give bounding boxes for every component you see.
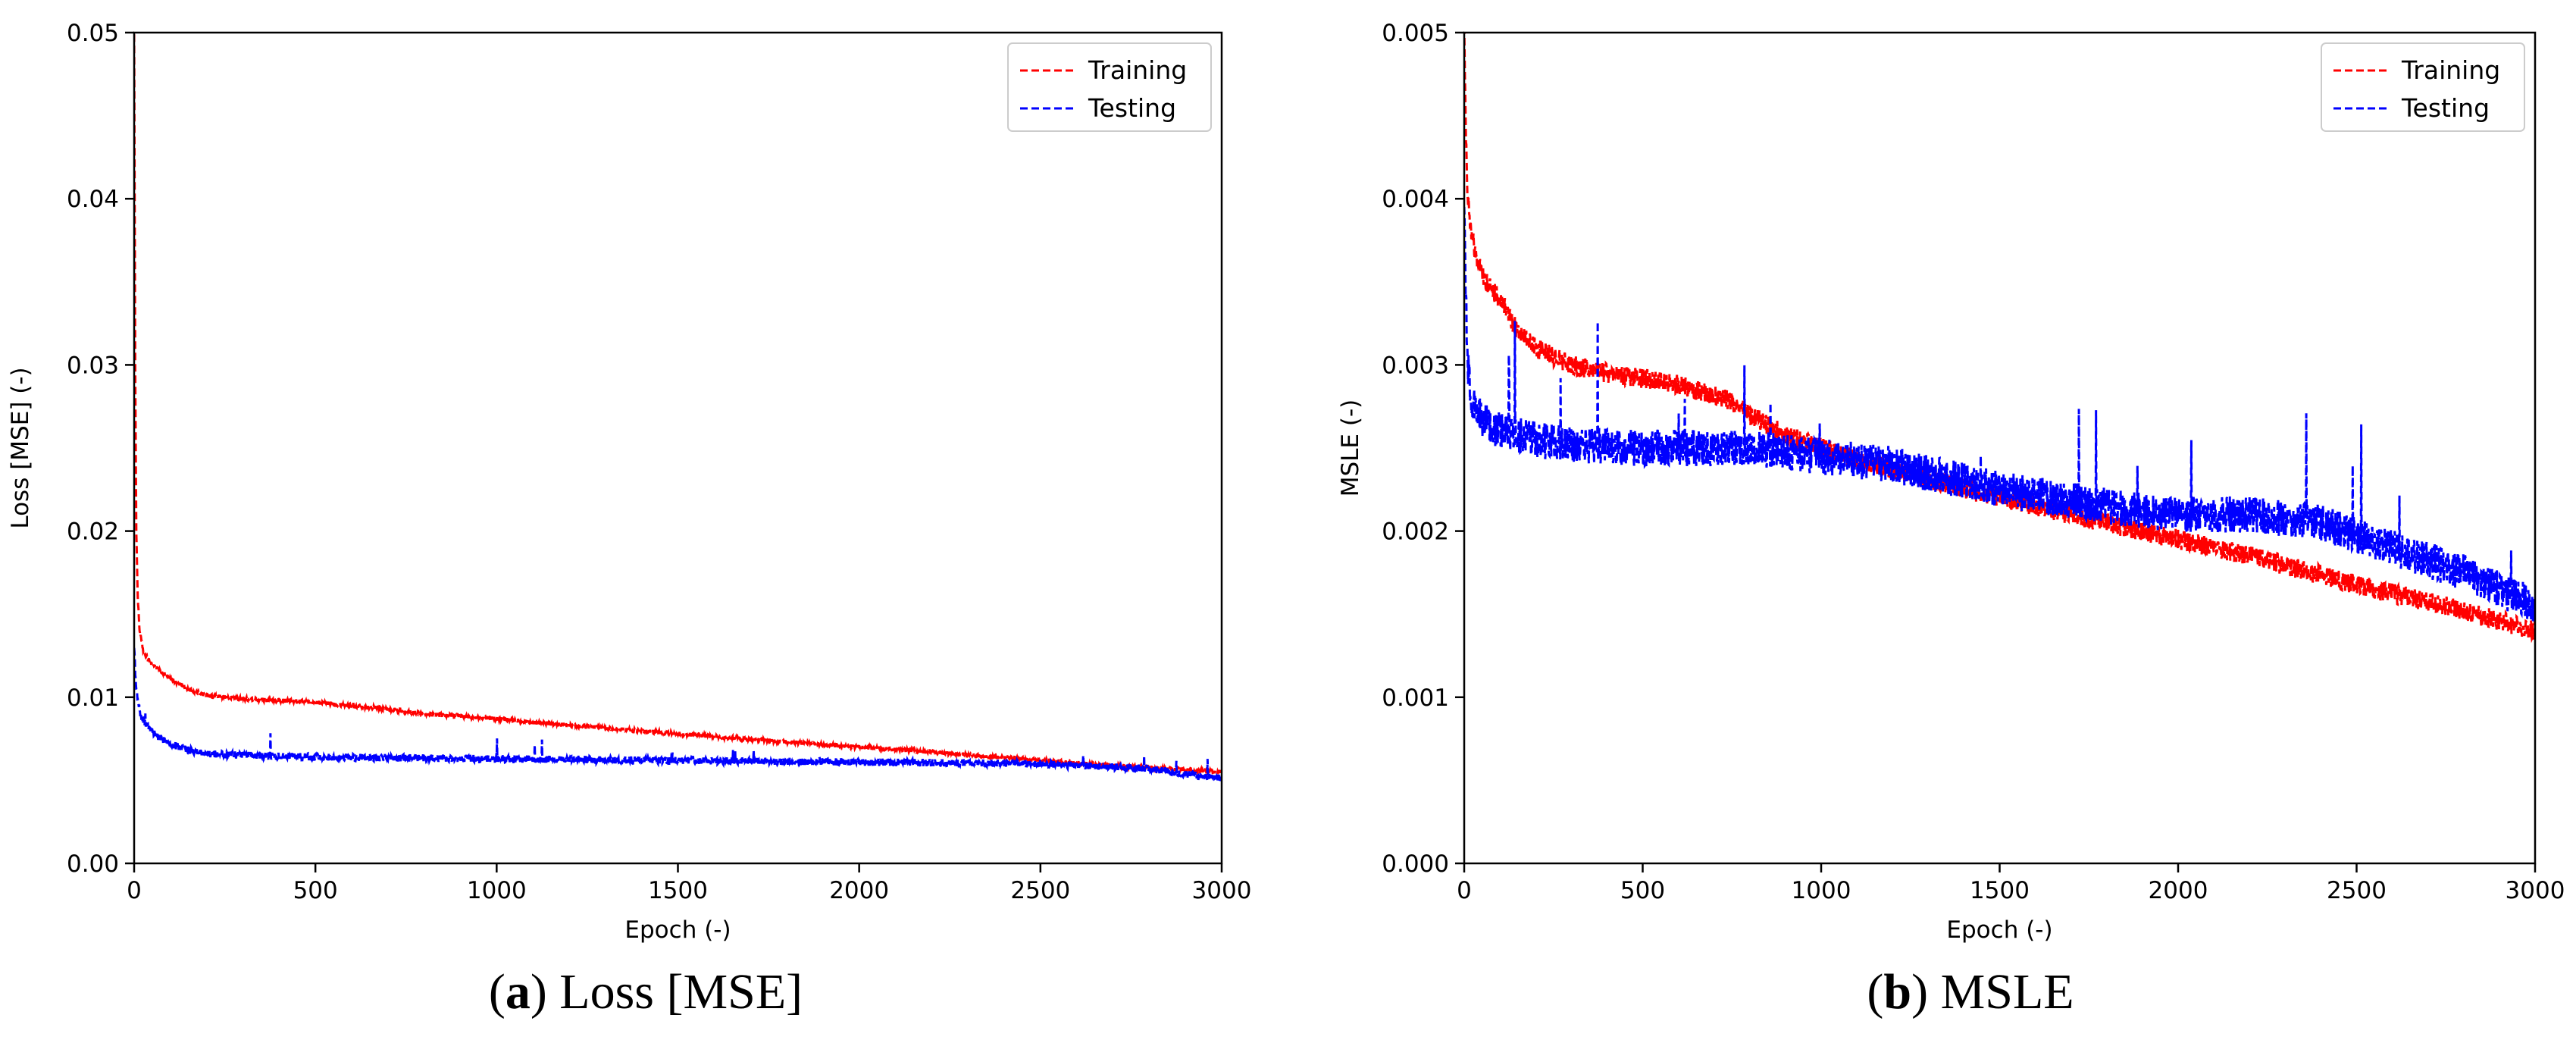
legend: Training Testing (2321, 42, 2525, 132)
x-tick-label: 500 (1620, 877, 1665, 904)
y-tick-label: 0.04 (67, 186, 119, 213)
x-tick-label: 1500 (1970, 877, 2030, 904)
y-tick-label: 0.003 (1382, 352, 1449, 379)
x-tick-label: 3000 (2506, 877, 2565, 904)
caption-letter: b (1883, 964, 1911, 1020)
x-tick-label: 0 (1457, 877, 1472, 904)
caption-text: Loss [MSE] (559, 964, 803, 1020)
panel-caption: (a) Loss [MSE] (489, 964, 803, 1020)
y-tick-label: 0.01 (67, 684, 119, 712)
caption-close-paren: ) (1911, 964, 1940, 1020)
x-tick-label: 1000 (467, 877, 527, 904)
x-tick-label: 2500 (1010, 877, 1070, 904)
panel-a-loss-mse: 0 500 1000 1500 2000 2500 3000 0.00 0.01 0.02 0.03… (7, 20, 1251, 1020)
x-tick-label: 1500 (648, 877, 708, 904)
y-tick-label: 0.000 (1382, 850, 1449, 878)
y-tick-label: 0.03 (67, 352, 119, 379)
y-tick-label: 0.004 (1382, 186, 1449, 213)
axes-frame (133, 31, 1223, 865)
x-tick-label: 2000 (2149, 877, 2208, 904)
y-tick-label: 0.02 (67, 518, 119, 546)
x-tick-label: 500 (293, 877, 338, 904)
y-tick-label: 0.05 (67, 20, 119, 47)
caption-open-paren: ( (489, 964, 505, 1020)
legend-label-testing: Testing (1088, 93, 1176, 123)
x-tick-label: 0 (127, 877, 142, 904)
x-axis-title: Epoch (-) (1946, 916, 2052, 944)
caption-text: MSLE (1941, 964, 2074, 1020)
x-tick-label: 1000 (1792, 877, 1851, 904)
legend-label-training: Training (2401, 55, 2500, 85)
y-axis-title: Loss [MSE] (-) (7, 367, 34, 528)
y-tick-label: 0.001 (1382, 684, 1449, 712)
x-tick-label: 3000 (1192, 877, 1252, 904)
legend-label-training: Training (1088, 55, 1187, 85)
caption-open-paren: ( (1867, 964, 1883, 1020)
series-line-testing (1464, 206, 2535, 622)
y-tick-label: 0.002 (1382, 518, 1449, 546)
legend: Training Testing (1007, 42, 1212, 132)
x-axis-title: Epoch (-) (624, 916, 731, 944)
series-line-training (1464, 33, 2535, 644)
x-tick-label: 2500 (2327, 877, 2387, 904)
legend-label-testing: Testing (2401, 93, 2490, 123)
panel-caption: (b) MSLE (1867, 964, 2074, 1020)
y-axis-title: MSLE (-) (1337, 399, 1364, 497)
caption-letter: a (505, 964, 531, 1020)
series-group (1464, 33, 2535, 644)
series-line-testing (134, 647, 1222, 782)
y-tick-label: 0.00 (67, 850, 119, 878)
y-tick-label: 0.005 (1382, 20, 1449, 47)
panel-b-msle: 0 500 1000 1500 2000 2500 3000 0.000 0.001 0.002 0… (1337, 20, 2565, 1020)
x-tick-label: 2000 (829, 877, 889, 904)
series-line-training (134, 34, 1222, 778)
series-group (134, 34, 1222, 782)
caption-close-paren: ) (531, 964, 559, 1020)
